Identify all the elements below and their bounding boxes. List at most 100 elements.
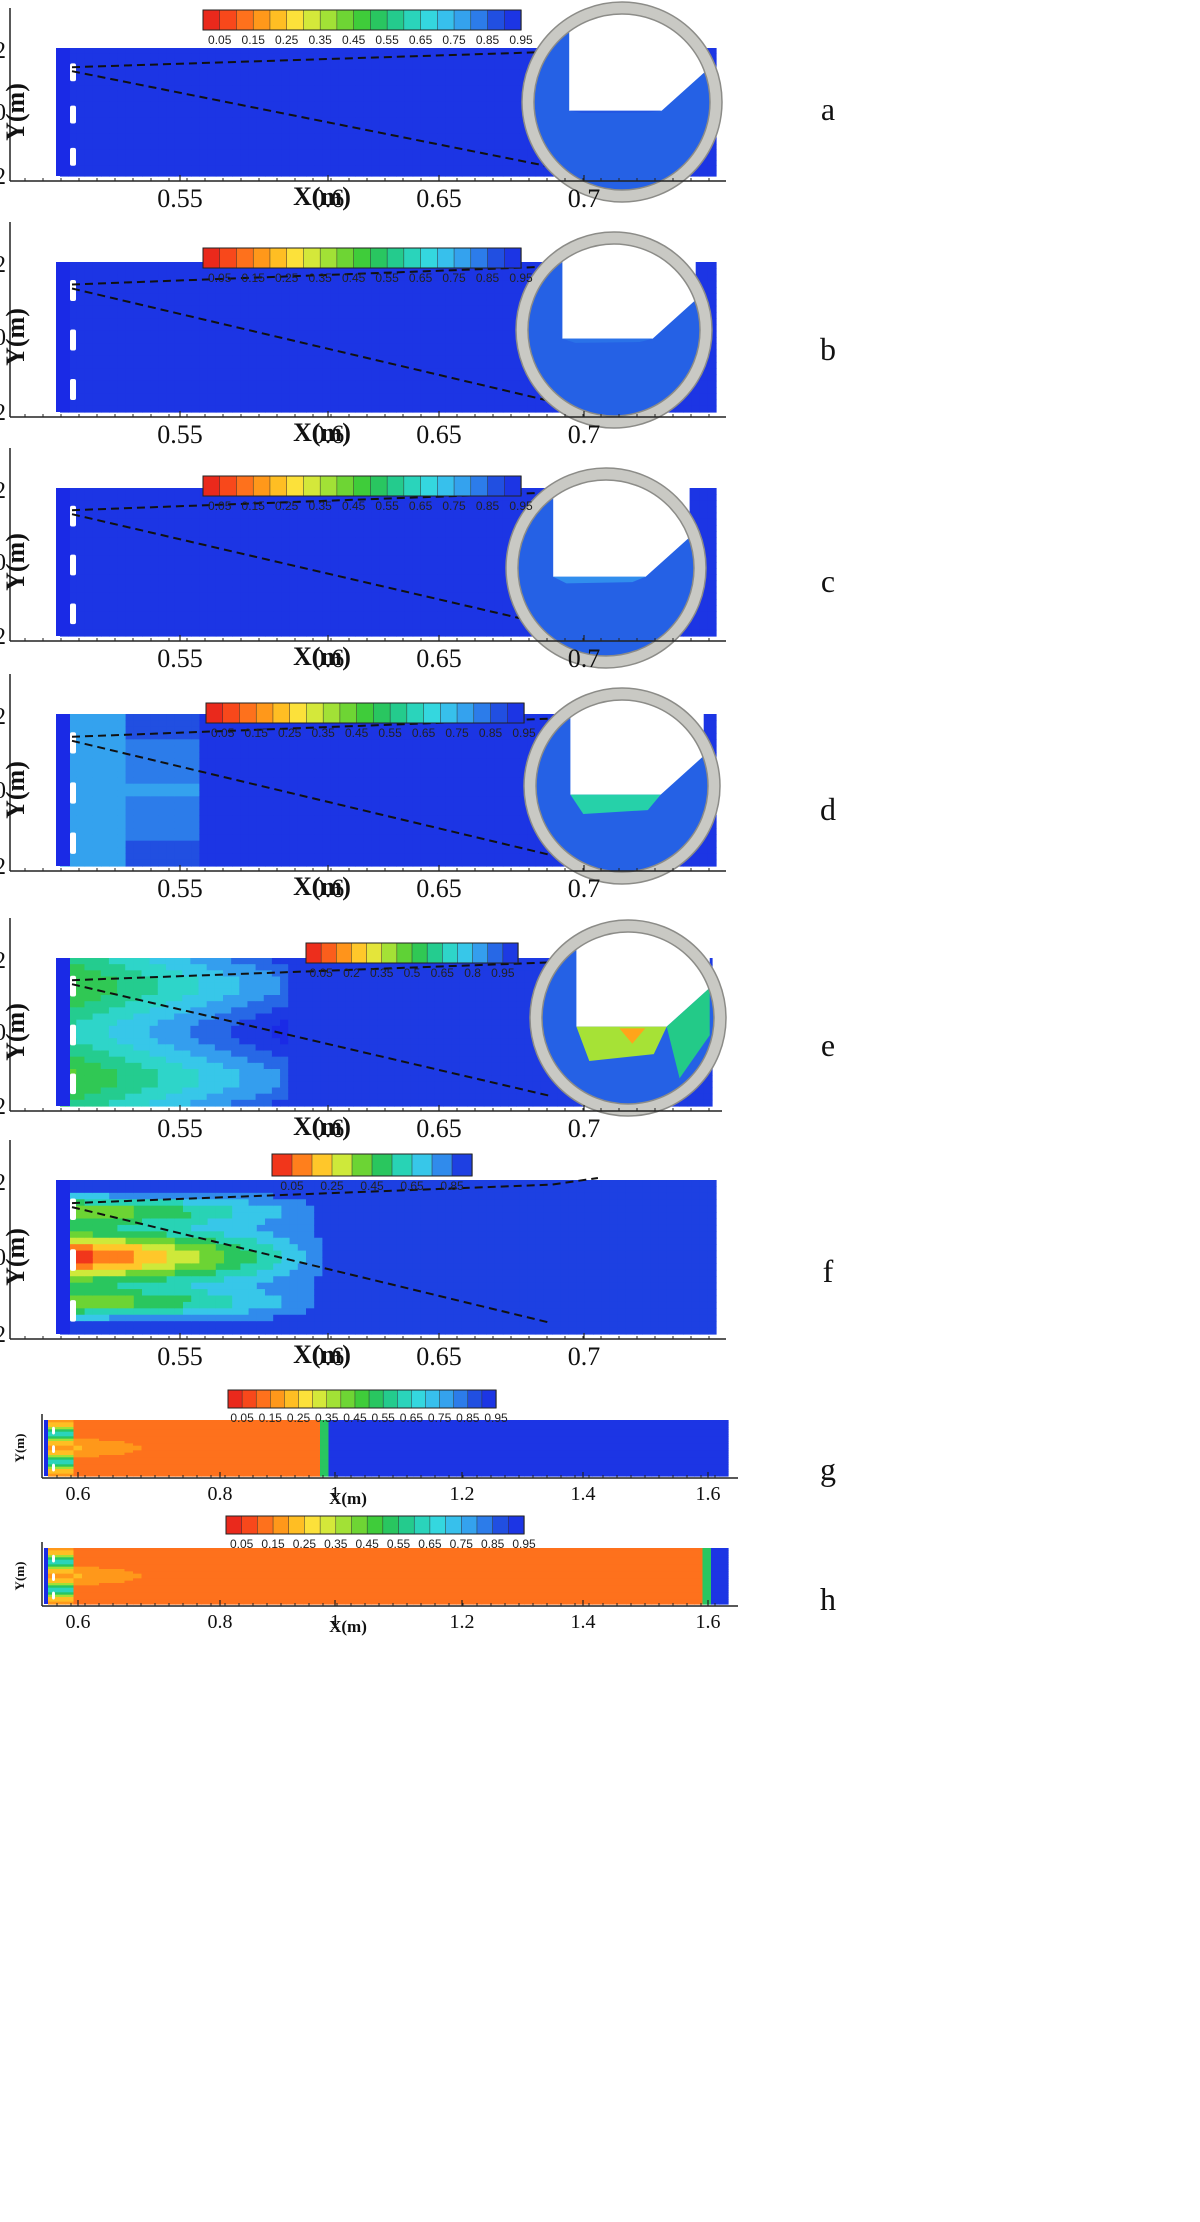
field-cell <box>486 393 496 401</box>
field-cell <box>363 274 373 282</box>
field-cell <box>511 106 520 113</box>
field-cell <box>166 268 176 276</box>
field-cell <box>76 562 86 569</box>
field-cell <box>76 512 86 520</box>
field-cell <box>412 355 422 363</box>
field-cell <box>412 144 422 150</box>
field-cell <box>224 69 233 76</box>
field-cell <box>404 74 414 81</box>
field-cell <box>306 165 315 172</box>
field-cell <box>101 343 110 351</box>
field-cell <box>265 96 274 102</box>
field-cell <box>322 568 332 575</box>
field-cell <box>174 337 184 344</box>
field-cell <box>306 112 315 118</box>
field-cell <box>207 500 217 508</box>
field-cell <box>511 74 520 81</box>
field-cell <box>207 287 217 294</box>
field-cell <box>248 605 258 612</box>
field-cell <box>232 330 241 338</box>
field-cell <box>76 287 86 294</box>
field-cell <box>281 160 291 166</box>
field-cell <box>183 133 192 140</box>
field-cell <box>478 90 487 97</box>
field-cell <box>314 543 323 551</box>
field-cell <box>125 112 135 118</box>
field-cell <box>347 629 356 637</box>
field-cell <box>174 170 184 177</box>
field-cell <box>314 69 323 76</box>
field-cell <box>388 405 397 413</box>
field-cell <box>248 149 258 156</box>
field-cell <box>445 90 455 97</box>
field-cell <box>420 293 430 301</box>
field-cell <box>158 343 168 351</box>
field-cell <box>183 611 192 619</box>
field-cell <box>166 149 176 156</box>
field-cell <box>158 537 168 545</box>
field-cell <box>142 531 151 538</box>
field-cell <box>158 555 168 563</box>
field-cell <box>166 112 176 118</box>
field-cell <box>412 399 422 407</box>
field-cell <box>371 349 381 357</box>
field-cell <box>461 90 471 97</box>
field-cell <box>388 101 397 108</box>
field-cell <box>289 543 299 551</box>
field-cell <box>101 405 110 413</box>
field-cell <box>363 525 373 532</box>
field-cell <box>281 90 291 97</box>
field-cell <box>265 623 274 631</box>
field-cell <box>142 80 151 86</box>
field-cell <box>207 368 217 376</box>
colorbar-tick-label: 0.05 <box>208 271 232 285</box>
colorbar-tick-label: 0.55 <box>375 271 399 285</box>
field-cell <box>207 69 217 76</box>
field-cell <box>150 574 159 582</box>
field-cell <box>240 90 250 97</box>
field-cell <box>183 500 192 508</box>
field-cell <box>355 128 364 134</box>
field-cell <box>109 117 118 124</box>
field-cell <box>109 599 118 606</box>
field-cell <box>494 154 504 161</box>
field-cell <box>371 58 381 65</box>
field-cell <box>174 122 184 129</box>
field-cell <box>412 337 422 344</box>
field-cell <box>232 53 241 60</box>
field-cell <box>322 165 332 172</box>
field-cell <box>224 387 233 394</box>
field-cell <box>256 586 266 594</box>
field-cell <box>142 393 151 401</box>
field-cell <box>494 349 504 357</box>
field-cell <box>191 48 200 54</box>
field-cell <box>437 160 446 166</box>
field-cell <box>322 80 332 86</box>
inset-ring <box>516 232 712 428</box>
field-cell <box>437 287 446 294</box>
field-cell <box>142 494 151 501</box>
field-cell <box>240 299 250 307</box>
field-cell <box>224 80 233 86</box>
field-cell <box>502 138 512 145</box>
field-cell <box>191 580 200 588</box>
field-cell <box>379 343 389 351</box>
field-cell <box>240 611 250 619</box>
field-cell <box>150 405 159 413</box>
field-cell <box>142 374 151 382</box>
field-cell <box>429 343 438 351</box>
field-cell <box>511 170 520 177</box>
field-cell <box>314 122 323 129</box>
colorbar-tick-label: 0.95 <box>509 33 533 47</box>
field-cell <box>199 543 209 551</box>
field-cell <box>273 605 282 612</box>
field-cell <box>306 580 315 588</box>
field-cell <box>289 128 299 134</box>
field-cell <box>445 74 455 81</box>
field-cell <box>183 69 192 76</box>
field-cell <box>166 133 176 140</box>
field-cell <box>371 293 381 301</box>
field-cell <box>519 149 528 156</box>
field-cell <box>486 128 496 134</box>
field-cell <box>461 133 471 140</box>
